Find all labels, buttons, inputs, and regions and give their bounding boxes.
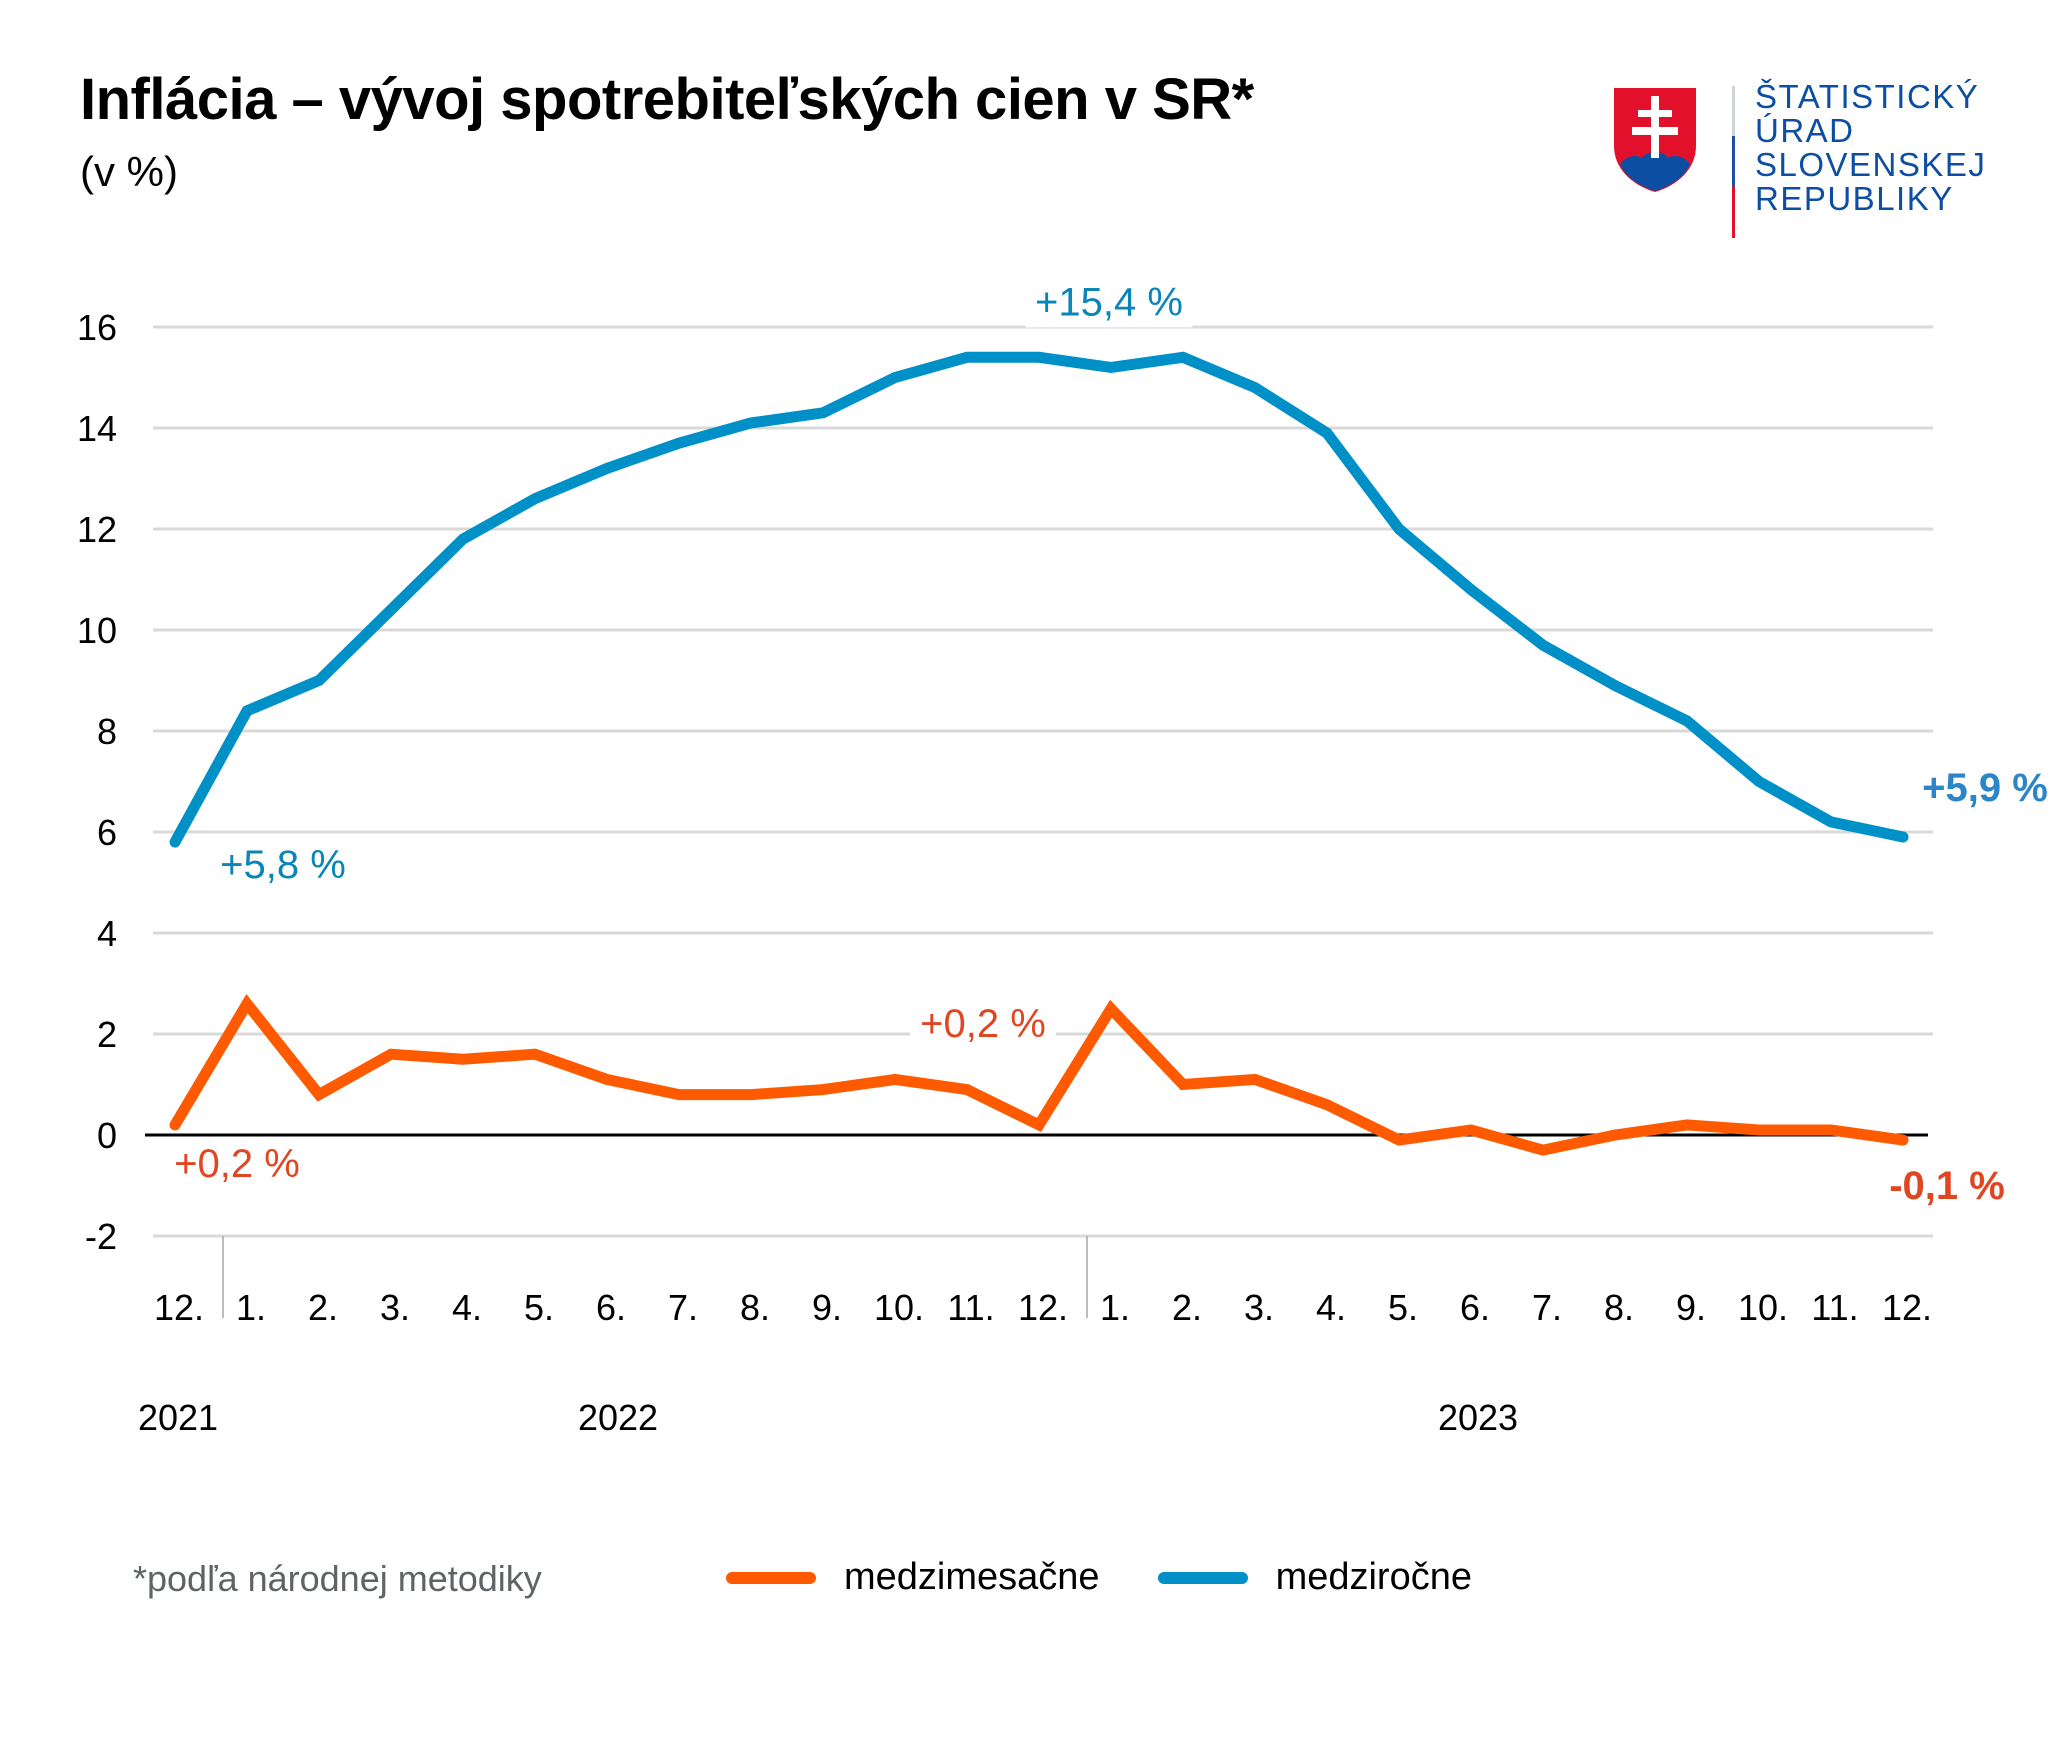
series-lines	[169, 351, 1909, 1156]
x-tick-label: 2.	[1172, 1287, 1202, 1328]
x-tick-label: 3.	[1244, 1287, 1274, 1328]
x-tick-label: 11.	[947, 1287, 994, 1328]
legend-item-medzimesacne[interactable]: medzimesačne	[726, 1556, 1100, 1599]
logo-divider	[1732, 86, 1735, 238]
x-tick-label: 10.	[1738, 1287, 1788, 1328]
annotation-background	[1025, 277, 1193, 328]
x-tick-label: 2.	[308, 1287, 338, 1328]
logo-line: ŠTATISTICKÝ	[1755, 78, 1980, 115]
x-tick-label: 4.	[452, 1287, 482, 1328]
y-axis-ticks: -2 0 2 4 6 8 10 12 14 16	[77, 307, 117, 1257]
x-tick-label: 12.	[1018, 1287, 1068, 1328]
legend-label: medzimesačne	[844, 1556, 1100, 1598]
statistical-office-logo: ŠTATISTICKÝ ÚRAD SLOVENSKEJ REPUBLIKY	[1612, 80, 2032, 250]
logo-line: SLOVENSKEJ	[1755, 146, 1987, 183]
chart-subtitle: (v %)	[80, 148, 178, 195]
x-tick-label: 5.	[524, 1287, 554, 1328]
data-annotation: +0,2 %	[920, 1002, 1046, 1046]
x-tick-label: 7.	[1532, 1287, 1562, 1328]
slovak-coat-of-arms-icon	[1614, 88, 1696, 192]
year-label: 2023	[1438, 1397, 1518, 1438]
legend-item-medzirocne[interactable]: medziročne	[1157, 1556, 1472, 1599]
series-line-medzirocne	[169, 351, 1909, 848]
x-tick-label: 5.	[1388, 1287, 1418, 1328]
annotation-background	[210, 840, 356, 891]
y-tick-label: 0	[97, 1115, 117, 1156]
logo-text: ŠTATISTICKÝ ÚRAD SLOVENSKEJ REPUBLIKY	[1755, 80, 1986, 216]
x-tick-label: 10.	[874, 1287, 924, 1328]
y-tick-label: 10	[77, 610, 117, 651]
y-tick-label: 16	[77, 307, 117, 348]
legend-swatch-medzimesacne	[726, 1571, 816, 1584]
y-tick-label: 14	[77, 408, 117, 449]
x-tick-label: 12.	[1882, 1287, 1932, 1328]
logo-line: REPUBLIKY	[1755, 180, 1954, 217]
x-tick-label: 3.	[380, 1287, 410, 1328]
x-tick-label: 1.	[236, 1287, 266, 1328]
data-annotation: +0,2 %	[174, 1142, 300, 1186]
year-label: 2022	[578, 1397, 658, 1438]
grid-lines	[145, 325, 1933, 1238]
x-tick-label: 6.	[1460, 1287, 1490, 1328]
y-tick-label: 6	[97, 812, 117, 853]
data-annotation: +5,9 %	[1922, 766, 2048, 810]
x-axis-ticks: 12. 1. 2. 3. 4. 5. 6. 7. 8. 9. 10. 11. 12. 1. 2. 3. 4. 5.…	[138, 1236, 1932, 1438]
y-tick-label: -2	[85, 1216, 117, 1257]
y-tick-label: 2	[97, 1014, 117, 1055]
x-tick-label: 4.	[1316, 1287, 1346, 1328]
x-tick-label: 12.	[154, 1287, 204, 1328]
x-tick-label: 8.	[740, 1287, 770, 1328]
x-tick-label: 11.	[1811, 1287, 1858, 1328]
x-tick-label: 9.	[1676, 1287, 1706, 1328]
x-tick-label: 1.	[1100, 1287, 1130, 1328]
data-annotation: +15,4 %	[1035, 280, 1183, 324]
annotation-background	[910, 998, 1056, 1049]
chart-title: Inflácia – vývoj spotrebiteľských cien v…	[80, 67, 1254, 132]
y-tick-label: 4	[97, 913, 117, 954]
data-annotation: -0,1 %	[1889, 1164, 2005, 1208]
y-tick-label: 8	[97, 711, 117, 752]
legend-label: medziročne	[1275, 1556, 1472, 1598]
year-label: 2021	[138, 1397, 218, 1438]
x-tick-label: 6.	[596, 1287, 626, 1328]
x-tick-label: 8.	[1604, 1287, 1634, 1328]
legend: medzimesačne medziročne	[726, 1556, 1530, 1599]
data-annotations: +5,8 % +15,4 % +5,9 % +0,2 % +0,2 % -0,1 %	[174, 277, 2048, 1208]
x-tick-label: 9.	[812, 1287, 842, 1328]
footnote: *podľa národnej metodiky	[133, 1558, 542, 1599]
legend-swatch-medzirocne	[1157, 1571, 1248, 1584]
logo-line: ÚRAD	[1755, 112, 1855, 149]
x-tick-label: 7.	[668, 1287, 698, 1328]
data-annotation: +5,8 %	[220, 843, 346, 887]
y-tick-label: 12	[77, 509, 117, 550]
